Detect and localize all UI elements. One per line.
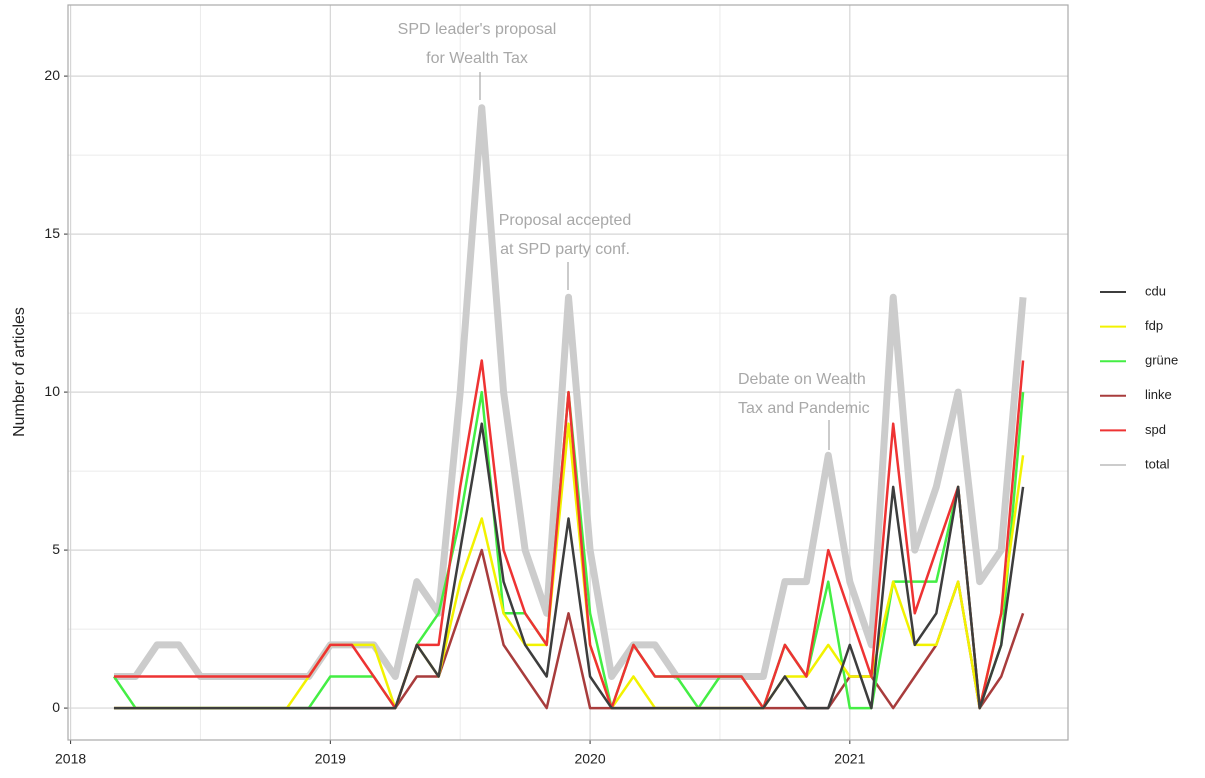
series-line (113, 359, 1025, 710)
x-tick-label: 2018 (55, 751, 86, 767)
x-tick-label: 2021 (834, 751, 865, 767)
legend-label: fdp (1145, 318, 1163, 333)
y-tick-label: 15 (44, 225, 60, 241)
legend-label: spd (1145, 422, 1166, 437)
legend-label: cdu (1145, 283, 1166, 298)
series-line (113, 422, 1025, 710)
plot-background (68, 5, 1068, 740)
y-tick-label: 0 (52, 699, 60, 715)
legend-label: linke (1145, 387, 1172, 402)
plot-border (67, 4, 1069, 741)
annotation-text: Tax and Pandemic (738, 400, 870, 417)
annotation-text: for Wealth Tax (426, 50, 528, 67)
y-tick-label: 20 (44, 67, 60, 83)
annotation-text: Debate on Wealth (738, 371, 866, 388)
y-axis-label: Number of articles (11, 307, 28, 437)
x-tick-label: 2019 (315, 751, 346, 767)
y-tick-label: 10 (44, 383, 60, 399)
legend-label: total (1145, 456, 1170, 471)
annotation-text: Proposal accepted (499, 212, 632, 229)
y-tick-label: 5 (52, 541, 60, 557)
annotation-text: SPD leader's proposal (398, 21, 557, 38)
x-tick-label: 2020 (574, 751, 605, 767)
annotation-text: at SPD party conf. (500, 241, 630, 258)
legend-label: grüne (1145, 353, 1178, 368)
